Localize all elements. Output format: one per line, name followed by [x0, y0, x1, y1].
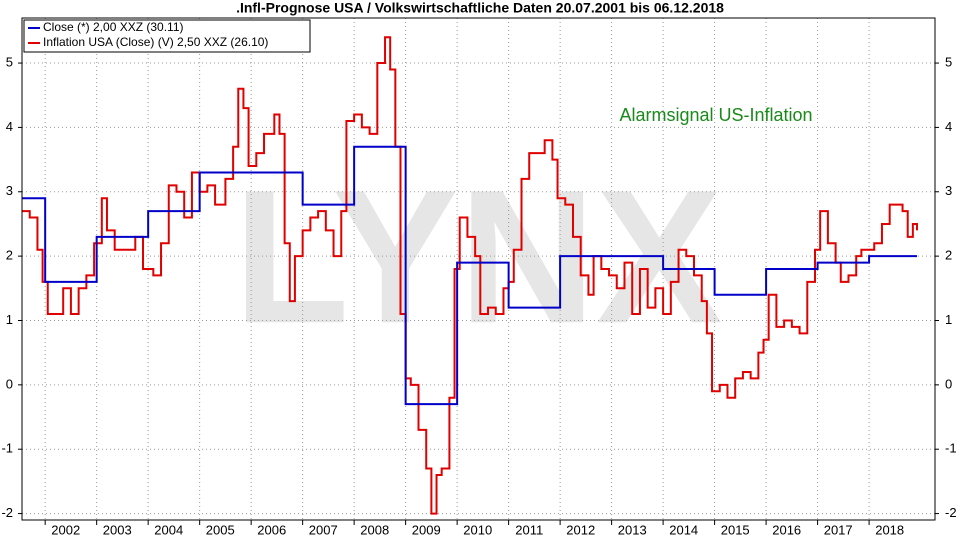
- x-tick-label: 2004: [154, 522, 183, 537]
- x-tick-label: 2007: [309, 522, 338, 537]
- x-tick-label: 2014: [669, 522, 698, 537]
- y2-tick-label: 2: [945, 248, 952, 263]
- x-tick-label: 2002: [51, 522, 80, 537]
- y2-tick-label: 4: [945, 119, 952, 134]
- y-tick-label: 1: [6, 312, 13, 327]
- plot-frame: [21, 17, 936, 521]
- y-tick-label: 3: [6, 183, 13, 198]
- y-tick-label: 5: [6, 54, 13, 69]
- legend: Close (*) 2,00 XXZ (30.11)Inflation USA …: [23, 19, 311, 53]
- x-tick-label: 2015: [721, 522, 750, 537]
- y-tick-label: 0: [6, 376, 13, 391]
- plot: [22, 36, 918, 515]
- x-tick-label: 2011: [515, 522, 543, 537]
- legend-label: Inflation USA (Close) (V) 2,50 XXZ (26.1…: [43, 35, 268, 49]
- legend-label: Close (*) 2,00 XXZ (30.11): [43, 20, 184, 34]
- x-tick-label: 2012: [566, 522, 595, 537]
- y-tick-label: -1: [1, 441, 13, 456]
- y2-tick-label: 5: [945, 54, 952, 69]
- y2-tick-label: -1: [945, 441, 957, 456]
- watermark: LYNX: [233, 151, 722, 363]
- y-tick-label: -2: [1, 505, 13, 520]
- x-tick-label: 2010: [463, 522, 492, 537]
- x-tick-label: 2006: [257, 522, 286, 537]
- legend-box: [23, 19, 311, 53]
- annotation: Alarmsignal US-Inflation: [619, 105, 812, 125]
- grid: -2 -2 -1 -1 0 0 1 1 2 2 3 3 4 4 5 5 2002 2003 2004 2005 2006…: [1, 18, 957, 537]
- y2-tick-label: 3: [945, 183, 952, 198]
- series-line: [22, 145, 917, 406]
- x-tick-label: 2017: [824, 522, 853, 537]
- y2-tick-label: 0: [945, 376, 952, 391]
- x-tick-label: 2016: [772, 522, 801, 537]
- x-tick-label: 2009: [412, 522, 441, 537]
- y2-tick-label: -2: [945, 505, 957, 520]
- x-tick-label: 2013: [618, 522, 647, 537]
- y-tick-label: 4: [6, 119, 13, 134]
- x-tick-label: 2003: [103, 522, 132, 537]
- x-tick-label: 2008: [360, 522, 389, 537]
- series-line: [22, 36, 918, 515]
- x-tick-label: 2005: [206, 522, 235, 537]
- y-tick-label: 2: [6, 248, 13, 263]
- chart-title: .Infl-Prognose USA / Volkswirtschaftlich…: [236, 0, 724, 16]
- x-tick-label: 2018: [875, 522, 904, 537]
- y2-tick-label: 1: [945, 312, 952, 327]
